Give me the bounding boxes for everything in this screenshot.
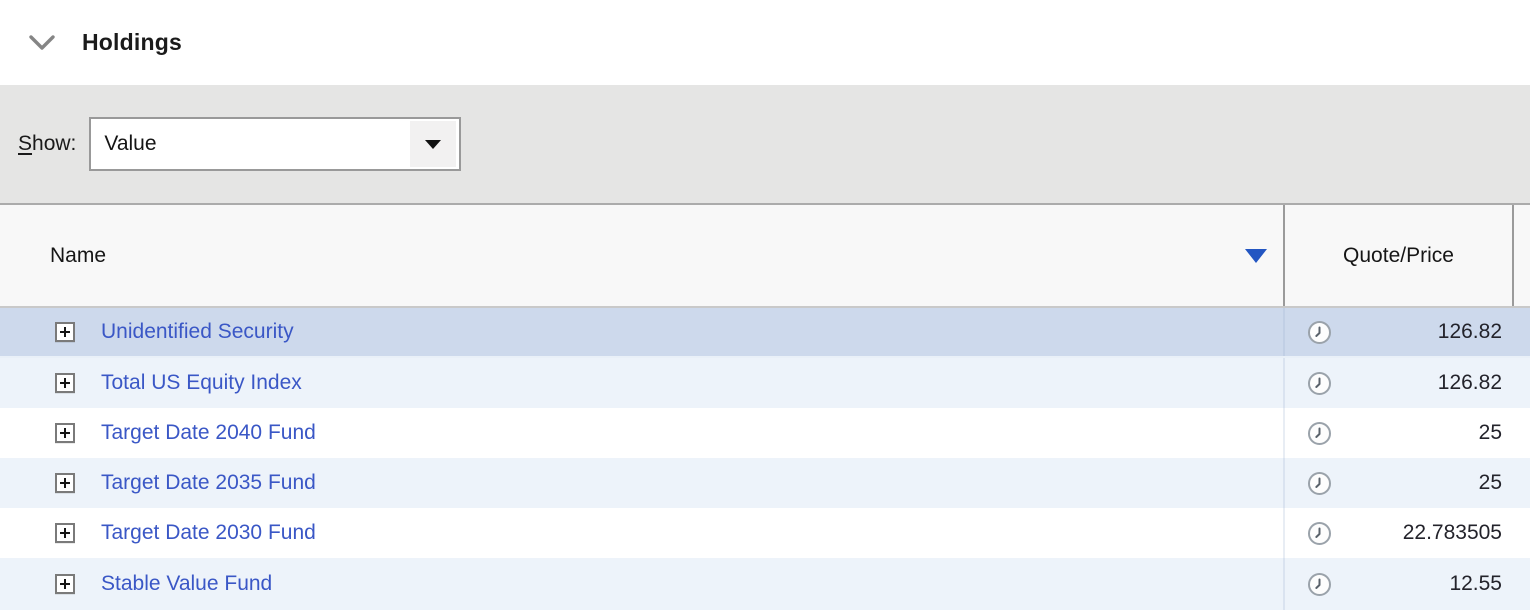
row-filler <box>1512 408 1530 458</box>
table-row[interactable]: Stable Value Fund 12.55 <box>0 558 1530 610</box>
name-cell: Total US Equity Index <box>0 358 1283 408</box>
quote-price-value: 25 <box>1478 471 1502 494</box>
column-divider <box>1283 205 1285 306</box>
cell-divider <box>1283 308 1285 356</box>
clock-icon <box>1308 471 1331 495</box>
quote-price-value: 22.783505 <box>1402 521 1502 544</box>
clock-icon <box>1308 421 1331 445</box>
table-row[interactable]: Unidentified Security 126.82 <box>0 308 1530 358</box>
cell-divider <box>1283 408 1285 458</box>
row-filler <box>1512 558 1530 610</box>
clock-icon <box>1308 371 1331 395</box>
plus-box-icon[interactable] <box>55 373 75 393</box>
quote-cell: 25 <box>1285 408 1512 458</box>
cell-divider <box>1283 458 1285 508</box>
column-header-quote-price[interactable]: Quote/Price <box>1285 205 1512 306</box>
name-cell: Target Date 2035 Fund <box>0 458 1283 508</box>
clock-icon <box>1308 521 1331 545</box>
quote-price-value: 126.82 <box>1437 320 1502 343</box>
column-header-name-label: Name <box>50 243 107 267</box>
security-name-link[interactable]: Target Date 2035 Fund <box>101 471 316 494</box>
column-divider <box>1512 205 1514 306</box>
holdings-table-header: Name Quote/Price <box>0 205 1530 308</box>
name-cell: Unidentified Security <box>0 308 1283 356</box>
row-filler <box>1512 508 1530 558</box>
security-name-link[interactable]: Unidentified Security <box>101 320 294 343</box>
row-filler <box>1512 358 1530 408</box>
table-row[interactable]: Target Date 2035 Fund 25 <box>0 458 1530 508</box>
show-label-rest: how: <box>32 132 77 155</box>
table-row[interactable]: Target Date 2030 Fund 22.783505 <box>0 508 1530 558</box>
clock-icon <box>1308 320 1331 344</box>
quote-cell: 22.783505 <box>1285 508 1512 558</box>
plus-box-icon[interactable] <box>55 322 75 342</box>
show-label: Show: <box>18 132 76 156</box>
quote-price-value: 25 <box>1478 421 1502 444</box>
holdings-section-header: Holdings <box>0 0 1530 85</box>
column-header-filler <box>1514 205 1530 306</box>
name-cell: Target Date 2030 Fund <box>0 508 1283 558</box>
quote-cell: 126.82 <box>1285 358 1512 408</box>
cell-divider <box>1283 558 1285 610</box>
quote-cell: 126.82 <box>1285 308 1512 356</box>
plus-box-icon[interactable] <box>55 574 75 594</box>
quote-cell: 12.55 <box>1285 558 1512 610</box>
column-header-name[interactable]: Name <box>0 205 1283 306</box>
plus-box-icon[interactable] <box>55 473 75 493</box>
name-cell: Target Date 2040 Fund <box>0 408 1283 458</box>
table-row[interactable]: Target Date 2040 Fund 25 <box>0 408 1530 458</box>
cell-divider <box>1283 358 1285 408</box>
security-name-link[interactable]: Stable Value Fund <box>101 572 273 595</box>
holdings-table-body: Unidentified Security 126.82 Total US Eq… <box>0 308 1530 610</box>
quote-price-value: 12.55 <box>1449 572 1502 595</box>
security-name-link[interactable]: Total US Equity Index <box>101 371 302 394</box>
table-row[interactable]: Total US Equity Index 126.82 <box>0 358 1530 408</box>
column-header-quote-price-label: Quote/Price <box>1343 243 1454 267</box>
quote-price-value: 126.82 <box>1437 371 1502 394</box>
holdings-toolbar: Show: Value <box>0 85 1530 205</box>
dropdown-arrow-icon <box>425 139 442 149</box>
row-filler <box>1512 458 1530 508</box>
show-dropdown[interactable]: Value <box>89 117 462 171</box>
show-label-mnemonic: S <box>18 132 33 155</box>
dropdown-arrow-button[interactable] <box>410 121 457 167</box>
quote-cell: 25 <box>1285 458 1512 508</box>
cell-divider <box>1283 508 1285 558</box>
plus-box-icon[interactable] <box>55 523 75 543</box>
show-dropdown-value: Value <box>104 132 157 155</box>
clock-icon <box>1308 572 1331 596</box>
security-name-link[interactable]: Target Date 2040 Fund <box>101 421 316 444</box>
section-title: Holdings <box>82 29 182 55</box>
plus-box-icon[interactable] <box>55 423 75 443</box>
chevron-down-icon[interactable] <box>28 32 56 54</box>
name-cell: Stable Value Fund <box>0 558 1283 610</box>
row-filler <box>1512 308 1530 356</box>
security-name-link[interactable]: Target Date 2030 Fund <box>101 521 316 544</box>
sort-desc-icon <box>1245 248 1267 263</box>
